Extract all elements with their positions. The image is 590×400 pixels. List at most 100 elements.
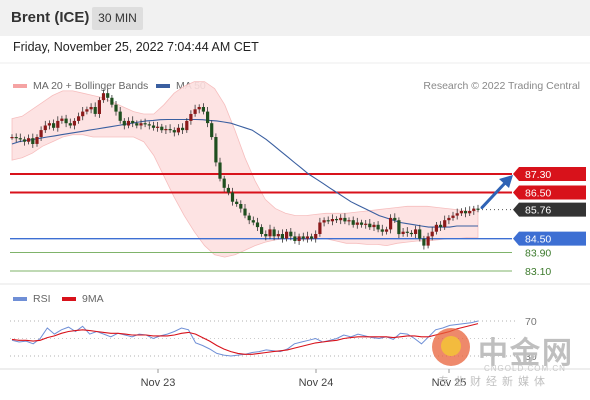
candle-body [47,123,51,126]
watermark: 中金网 CNGOLD.COM.CN 专业财经新媒体 [432,326,588,390]
level-tag-bg-3 [513,231,586,246]
candle-body [131,120,135,124]
candle-body [334,219,339,221]
candle-body [405,231,409,233]
candle-body [343,217,347,222]
candle-body [389,217,393,230]
legend-bollinger-label: MA 20 + Bollinger Bands [33,80,149,92]
candle-body [368,223,372,228]
candle-body [430,231,434,237]
candles-group [10,88,480,250]
level-tag-bg-2 [513,202,586,217]
candle-body [305,236,309,239]
candle-body [468,211,472,214]
candle-body [185,120,189,131]
candle-body [422,238,426,246]
candle-body [31,138,35,144]
candle-body [463,211,468,214]
candle-body [426,236,430,246]
level-tag-label-0: 87.30 [525,169,551,181]
candle-body [114,104,118,112]
candle-body [260,227,264,234]
candle-body [293,236,297,241]
x-axis-label-0: Nov 23 [141,377,176,389]
candle-body [97,100,101,114]
candle-body [285,231,289,239]
candle-body [110,97,114,105]
candle-body [201,107,205,112]
candle-body [193,109,197,114]
candle-body [330,219,334,222]
candle-body [164,129,168,131]
candle-body [455,213,459,216]
candle-body [85,109,89,112]
candle-body [476,208,480,210]
candle-body [255,222,260,228]
candle-body [443,220,447,228]
level-tag-label-3: 84.50 [525,234,551,246]
candle-body [10,137,14,139]
candle-body [77,116,81,121]
ma50-swatch [156,84,170,88]
watermark-logo-inner-icon [441,336,461,356]
candle-body [451,215,455,218]
candle-body [56,120,60,128]
candle-body [89,107,93,110]
legend-rsi-label: RSI [33,293,51,305]
candle-body [181,127,185,131]
candle-body [326,220,330,222]
rsi-level-label-1: 30 [525,351,537,363]
candle-body [218,162,222,179]
candle-body [230,192,235,202]
candle-body [101,93,106,101]
watermark-name: 中金网 [478,336,574,371]
candle-body [351,220,355,225]
candle-body [39,130,43,137]
candle-body [214,137,218,163]
rsi-level-label-0: 70 [525,316,537,328]
candle-body [189,114,193,121]
candle-body [135,123,139,126]
candle-body [359,222,364,225]
candle-body [226,187,230,193]
candle-body [318,222,322,234]
candle-body [168,129,172,131]
candle-body [272,229,276,237]
candle-body [35,137,39,144]
bollinger-swatch [13,84,27,88]
candle-body [447,217,451,221]
candle-body [43,125,47,131]
candle-body [243,208,247,216]
candle-body [210,123,214,138]
candle-body [276,234,280,237]
candle-body [147,124,151,126]
watermark-url: CNGOLD.COM.CN [484,364,566,373]
target-arrow-head-icon [499,175,513,188]
candle-body [126,120,131,126]
candle-body [355,222,359,225]
candle-body [239,204,243,209]
target-arrow-shaft [480,180,508,210]
candle-body [176,127,180,133]
candle-body [118,111,122,121]
candle-body [143,123,147,125]
candle-body [93,107,97,114]
candle-body [310,236,314,239]
candle-body [139,123,143,126]
candle-body [268,229,272,237]
candle-body [434,224,438,232]
candle-body [459,211,463,214]
datetime-label: Friday, November 25, 2022 7:04:44 AM CET [13,40,259,54]
level-tag-label-1: 86.50 [525,187,551,199]
candle-body [27,138,31,142]
candle-body [156,126,160,128]
candle-body [289,231,293,237]
candle-body [439,224,443,228]
timeframe-badge[interactable]: 30 MIN [92,7,143,30]
candle-body [397,220,401,235]
candle-body [60,118,64,121]
candle-body [197,107,201,110]
level-tag-label-2: 85.76 [525,205,551,217]
x-axis-label-2: Nov 25 [432,377,467,389]
